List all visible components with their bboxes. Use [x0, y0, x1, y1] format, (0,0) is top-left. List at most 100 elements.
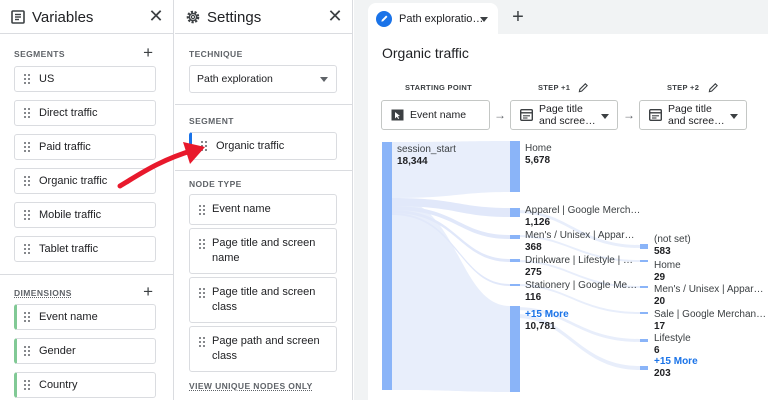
- chevron-down-icon: [601, 114, 609, 119]
- arrow-right-icon: →: [494, 108, 506, 122]
- segment-chip-us[interactable]: US: [14, 66, 156, 92]
- add-segment-button[interactable]: +: [143, 43, 153, 62]
- drag-handle-icon: [199, 205, 205, 215]
- dimension-label: Event name: [39, 311, 98, 323]
- segment-chip-organic-traffic[interactable]: Organic traffic: [14, 168, 156, 194]
- viz-title[interactable]: Organic traffic: [382, 45, 469, 61]
- node-label-session-start: session_start: [397, 144, 456, 155]
- add-tab-button[interactable]: +: [512, 6, 524, 28]
- node-bar-session-start[interactable]: [382, 142, 392, 390]
- pencil-icon[interactable]: [578, 82, 589, 93]
- node-bar-lifestyle[interactable]: [640, 339, 648, 342]
- starting-point-node: Event name: [410, 109, 467, 121]
- settings-header: Settings ✕: [175, 0, 352, 34]
- node-label: Lifestyle: [654, 333, 691, 344]
- pencil-icon: [376, 10, 392, 27]
- segment-drop-organic-traffic[interactable]: Organic traffic: [189, 132, 337, 160]
- drag-handle-icon: [24, 210, 30, 220]
- node-bar-stationery[interactable]: [510, 284, 520, 286]
- node-value: 203: [654, 368, 671, 379]
- more-link[interactable]: +15 More: [654, 356, 698, 367]
- close-icon[interactable]: ✕: [148, 6, 164, 26]
- segment-label: Tablet traffic: [39, 243, 99, 255]
- step1-node-line1: Page title: [539, 103, 583, 115]
- node-type-event-name[interactable]: Event name: [189, 194, 337, 225]
- node-value: 29: [654, 272, 666, 283]
- technique-select[interactable]: Path exploration: [189, 65, 337, 93]
- drag-handle-icon: [24, 346, 30, 356]
- node-type-page-path-screen-class[interactable]: Page path and screen class: [189, 326, 337, 372]
- drag-handle-icon: [24, 176, 30, 186]
- segment-chip-paid-traffic[interactable]: Paid traffic: [14, 134, 156, 160]
- node-bar-sale[interactable]: [640, 312, 648, 314]
- node-type-label: NODE TYPE: [189, 179, 242, 189]
- technique-value: Path exploration: [197, 73, 273, 85]
- view-unique-nodes-label[interactable]: VIEW UNIQUE NODES ONLY: [189, 381, 313, 391]
- node-bar-mens[interactable]: [510, 235, 520, 239]
- node-bar-more-2[interactable]: [640, 366, 648, 370]
- node-bar-mens-2[interactable]: [640, 286, 648, 288]
- segment-label: Direct traffic: [39, 107, 98, 119]
- segment-label: Mobile traffic: [39, 209, 102, 221]
- node-label: Sale | Google Merchan…: [654, 309, 766, 320]
- dimension-label: Gender: [39, 345, 76, 357]
- node-bar-apparel[interactable]: [510, 208, 520, 217]
- dimension-chip-country[interactable]: Country: [14, 372, 156, 398]
- node-type-text: Event name: [212, 203, 271, 215]
- segment-chip-tablet-traffic[interactable]: Tablet traffic: [14, 236, 156, 262]
- node-label: Apparel | Google Merch…: [525, 205, 640, 216]
- technique-label: TECHNIQUE: [189, 49, 243, 59]
- segment-chip-mobile-traffic[interactable]: Mobile traffic: [14, 202, 156, 228]
- step2-node-line2: and scree…: [668, 115, 725, 127]
- node-bar-not-set[interactable]: [640, 244, 648, 249]
- chevron-down-icon[interactable]: [480, 17, 488, 22]
- node-type-text: Page title and screen name: [212, 237, 316, 264]
- node-value: 5,678: [525, 155, 550, 166]
- arrow-right-icon: →: [623, 108, 635, 122]
- settings-panel: Settings ✕ TECHNIQUE Path exploration SE…: [175, 0, 353, 400]
- segment-label: Organic traffic: [39, 175, 108, 187]
- dimension-chip-event-name[interactable]: Event name: [14, 304, 156, 330]
- node-type-text: Page path and screen class: [212, 335, 320, 362]
- add-dimension-button[interactable]: +: [143, 282, 153, 301]
- exploration-canvas: Path exploratio… + Organic traffic START…: [354, 0, 768, 400]
- node-bar-home-2[interactable]: [640, 260, 648, 262]
- variables-title: Variables: [32, 9, 94, 26]
- step1-node-line2: and scree…: [539, 115, 596, 127]
- segments-label: SEGMENTS: [14, 49, 65, 59]
- node-bar-more[interactable]: [510, 306, 520, 392]
- segment-label: SEGMENT: [189, 116, 234, 126]
- node-type-page-title-screen-class[interactable]: Page title and screen class: [189, 277, 337, 323]
- drag-handle-icon: [24, 142, 30, 152]
- starting-point-select[interactable]: Event name: [381, 100, 490, 130]
- step1-select[interactable]: Page title and scree…: [510, 100, 618, 130]
- node-value: 6: [654, 345, 660, 356]
- node-label: (not set): [654, 234, 691, 245]
- dimension-label: Country: [39, 379, 78, 391]
- viz-area: Organic traffic STARTING POINT STEP +1 S…: [368, 34, 768, 400]
- node-bar-drinkware[interactable]: [510, 259, 520, 262]
- drag-handle-icon: [24, 380, 30, 390]
- tab-path-exploration[interactable]: Path exploratio…: [368, 3, 498, 34]
- drag-handle-icon: [24, 108, 30, 118]
- node-value: 10,781: [525, 321, 556, 332]
- node-bar-home[interactable]: [510, 141, 520, 192]
- tab-label: Path exploratio…: [399, 12, 484, 25]
- drag-handle-icon: [199, 337, 205, 347]
- node-label: Drinkware | Lifestyle | …: [525, 255, 633, 266]
- flow-start-home: [392, 141, 510, 198]
- dimensions-label: DIMENSIONS: [14, 288, 72, 298]
- variables-panel: Variables ✕ SEGMENTS + US Direct traffic…: [0, 0, 174, 400]
- more-link[interactable]: +15 More: [525, 309, 569, 320]
- dimension-chip-gender[interactable]: Gender: [14, 338, 156, 364]
- close-icon[interactable]: ✕: [327, 6, 343, 26]
- node-value: 275: [525, 267, 542, 278]
- segment-label: Paid traffic: [39, 141, 91, 153]
- divider: [175, 170, 352, 171]
- step1-label: STEP +1: [538, 83, 571, 92]
- step2-select[interactable]: Page title and scree…: [639, 100, 747, 130]
- pencil-icon[interactable]: [708, 82, 719, 93]
- node-value: 20: [654, 296, 666, 307]
- node-type-page-title-screen-name[interactable]: Page title and screen name: [189, 228, 337, 274]
- segment-chip-direct-traffic[interactable]: Direct traffic: [14, 100, 156, 126]
